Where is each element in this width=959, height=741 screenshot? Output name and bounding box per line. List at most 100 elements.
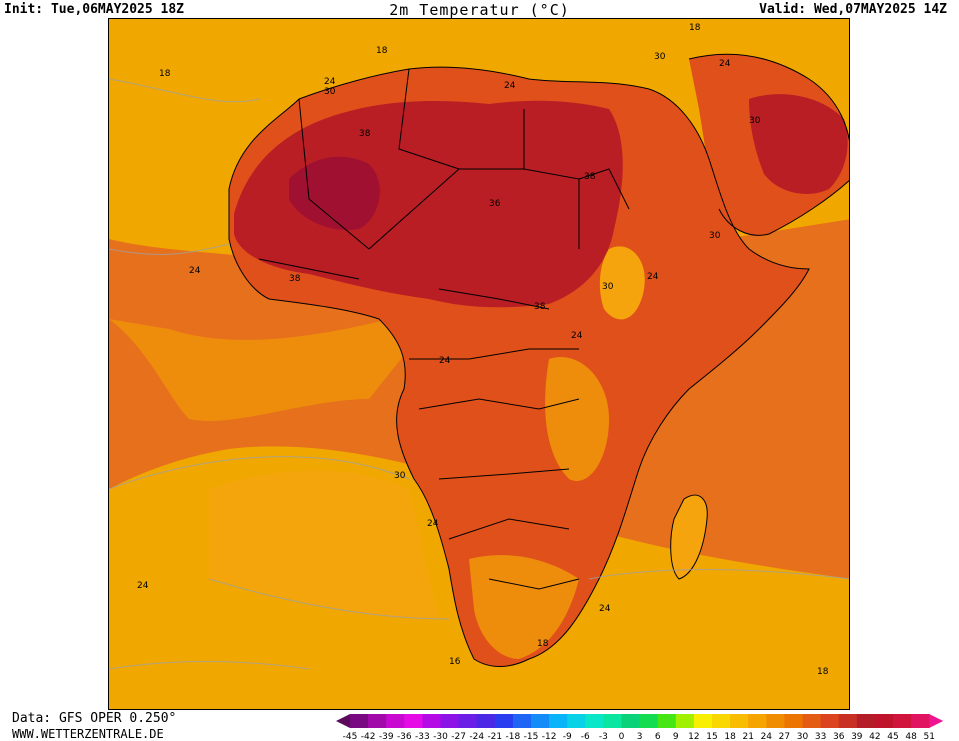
legend-swatch xyxy=(476,714,496,728)
contour-label: 30 xyxy=(394,471,406,481)
legend-swatch xyxy=(874,714,894,728)
contour-label: 18 xyxy=(689,23,701,33)
website-label: WWW.WETTERZENTRALE.DE xyxy=(12,727,164,741)
contour-label: 18 xyxy=(376,46,388,56)
legend-swatch xyxy=(693,714,713,728)
ocean-mid-zone-south xyxy=(209,470,439,619)
ocean-southeast-zone xyxy=(629,574,849,709)
legend-tick-label: -39 xyxy=(379,732,394,741)
legend-swatch xyxy=(820,714,840,728)
contour-label: 24 xyxy=(571,331,583,341)
contour-label: 18 xyxy=(159,69,171,79)
contour-label: 38 xyxy=(359,129,371,139)
legend-swatch xyxy=(748,714,767,728)
east-africa-highland-zone xyxy=(545,357,609,481)
legend-swatch xyxy=(440,714,460,728)
map-canvas xyxy=(109,19,849,709)
legend-swatch xyxy=(911,714,930,728)
legend-swatch xyxy=(494,714,514,728)
contour-label: 24 xyxy=(137,581,149,591)
contour-label: 38 xyxy=(584,172,596,182)
contour-label: 30 xyxy=(709,231,721,241)
arabia-hot-zone xyxy=(749,94,848,194)
data-source-label: Data: GFS OPER 0.250° xyxy=(12,711,177,726)
contour-label: 30 xyxy=(602,282,614,292)
legend-tick-label: -12 xyxy=(542,732,557,741)
madagascar-land xyxy=(670,495,708,579)
legend-tick-label: -15 xyxy=(524,732,539,741)
legend-tick-label: -33 xyxy=(415,732,430,741)
legend-swatch xyxy=(784,714,803,728)
ethiopia-highland-zone xyxy=(599,246,645,320)
legend-swatch xyxy=(657,714,677,728)
sahara-hottest-zone xyxy=(289,156,380,230)
legend-tick-label: 39 xyxy=(851,732,863,741)
legend-tick-label: -36 xyxy=(397,732,412,741)
legend-tick-label: 9 xyxy=(673,732,679,741)
legend-tick-label: -9 xyxy=(563,732,572,741)
legend-swatch xyxy=(838,714,858,728)
contour-label: 30 xyxy=(324,87,336,97)
contour-label: 24 xyxy=(439,356,451,366)
ocean-mid-zone xyxy=(109,319,409,422)
legend-tick-label: 15 xyxy=(706,732,717,741)
legend-tick-labels: -45 -42 -39 -36 -33 -30 -27 -24 -21 -18 -15 -12 -9 -6… xyxy=(343,732,935,741)
contour-label: 18 xyxy=(537,639,549,649)
legend-tick-label: 12 xyxy=(688,732,699,741)
legend-tick-label: -42 xyxy=(361,732,376,741)
legend-swatch xyxy=(368,714,387,728)
temperature-map: 18 18 24 30 24 18 30 24 38 36 38 30 24 30 38 38 24 30 24 24… xyxy=(108,18,850,710)
legend-arrow-high xyxy=(929,714,944,728)
legend-swatch xyxy=(675,714,695,728)
legend-tick-label: -30 xyxy=(433,732,448,741)
contour-label: 24 xyxy=(324,77,336,87)
legend-tick-label: 33 xyxy=(815,732,826,741)
legend-swatch xyxy=(512,714,532,728)
contour-label: 24 xyxy=(504,81,516,91)
contour-label: 38 xyxy=(289,274,301,284)
contour-label: 24 xyxy=(647,272,659,282)
legend-swatch xyxy=(730,714,749,728)
legend-swatch xyxy=(549,714,568,728)
contour-label: 38 xyxy=(534,302,546,312)
legend-swatch xyxy=(893,714,912,728)
legend-tick-label: -24 xyxy=(469,732,484,741)
contour-label: 18 xyxy=(817,667,829,677)
init-time-label: Init: Tue,06MAY2025 18Z xyxy=(4,2,185,17)
legend-swatch xyxy=(404,714,423,728)
contour-label: 36 xyxy=(489,199,501,209)
contour-label: 24 xyxy=(719,59,731,69)
legend-swatch xyxy=(567,714,586,728)
legend-swatch xyxy=(458,714,478,728)
legend-tick-label: 24 xyxy=(761,732,773,741)
legend-swatch xyxy=(802,714,822,728)
legend-arrow-low xyxy=(336,714,350,728)
legend-tick-label: 6 xyxy=(655,732,661,741)
legend-tick-label: 51 xyxy=(923,732,934,741)
contour-label: 16 xyxy=(449,657,461,667)
contour-label: 30 xyxy=(654,52,666,62)
sahara-hot-zone xyxy=(234,100,623,308)
legend-tick-label: -6 xyxy=(581,732,590,741)
legend-tick-label: -21 xyxy=(487,732,502,741)
legend-tick-label: 0 xyxy=(619,732,625,741)
legend-tick-label: 27 xyxy=(779,732,790,741)
legend-tick-label: 30 xyxy=(797,732,809,741)
legend-tick-label: 21 xyxy=(742,732,753,741)
south-africa-zone xyxy=(469,555,579,659)
contour-label: 30 xyxy=(749,116,761,126)
legend-tick-label: 36 xyxy=(833,732,845,741)
contour-label: 24 xyxy=(427,519,439,529)
color-legend: -45 -42 -39 -36 -33 -30 -27 -24 -21 -18 -15 -12 -9 -6… xyxy=(336,714,944,741)
legend-tick-label: -45 xyxy=(343,732,358,741)
legend-tick-label: 3 xyxy=(637,732,643,741)
legend-swatch xyxy=(766,714,785,728)
legend-tick-label: -27 xyxy=(451,732,466,741)
legend-tick-label: -3 xyxy=(599,732,608,741)
contour-label: 24 xyxy=(189,266,201,276)
legend-tick-label: 18 xyxy=(724,732,736,741)
legend-tick-label: -18 xyxy=(506,732,521,741)
legend-swatch xyxy=(422,714,441,728)
legend-swatches xyxy=(336,714,944,728)
country-borders xyxy=(228,53,849,667)
